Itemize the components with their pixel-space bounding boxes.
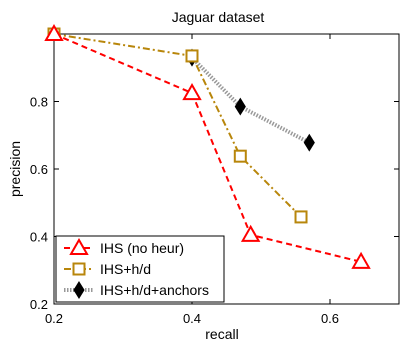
data-point bbox=[240, 224, 261, 242]
legend-marker bbox=[69, 237, 89, 255]
legend-label: IHS+h/d bbox=[100, 261, 151, 277]
data-point bbox=[44, 23, 64, 41]
series-line bbox=[190, 56, 311, 145]
x-tick-label: 0.4 bbox=[183, 311, 201, 326]
legend-marker bbox=[73, 281, 85, 299]
legend-entry: IHS+h/d+anchors bbox=[64, 281, 209, 299]
x-tick-label: 0.2 bbox=[45, 311, 63, 326]
y-tick-label: 0.8 bbox=[30, 95, 48, 110]
data-point bbox=[185, 49, 199, 63]
series-layer bbox=[44, 23, 371, 269]
y-tick-label: 0.2 bbox=[30, 297, 48, 312]
legend-label: IHS (no heur) bbox=[100, 240, 184, 256]
x-tick-label: 0.6 bbox=[321, 311, 339, 326]
legend-label: IHS+h/d+anchors bbox=[100, 282, 209, 298]
x-axis: 0.2 0.4 0.6 bbox=[45, 34, 339, 326]
data-point bbox=[182, 83, 202, 101]
legend-entry: IHS+h/d bbox=[64, 261, 151, 277]
legend: IHS (no heur) IHS+h/d IHS+h/d+anchors bbox=[55, 235, 225, 303]
data-point bbox=[233, 149, 247, 163]
legend-entry: IHS (no heur) bbox=[64, 237, 184, 256]
series-1 bbox=[44, 23, 371, 269]
data-point bbox=[234, 97, 246, 116]
chart-title: Jaguar dataset bbox=[172, 9, 265, 25]
y-tick-label: 0.6 bbox=[30, 162, 48, 177]
y-tick-label: 0.4 bbox=[30, 230, 48, 245]
series-line bbox=[53, 33, 302, 218]
y-axis: 0.2 0.4 0.6 0.8 bbox=[30, 95, 399, 312]
legend-marker bbox=[72, 262, 86, 276]
y-axis-label: precision bbox=[7, 141, 23, 197]
data-point bbox=[351, 251, 371, 269]
data-point bbox=[303, 133, 315, 152]
series-line bbox=[53, 33, 362, 263]
data-point bbox=[294, 210, 308, 224]
x-axis-label: recall bbox=[205, 326, 238, 342]
